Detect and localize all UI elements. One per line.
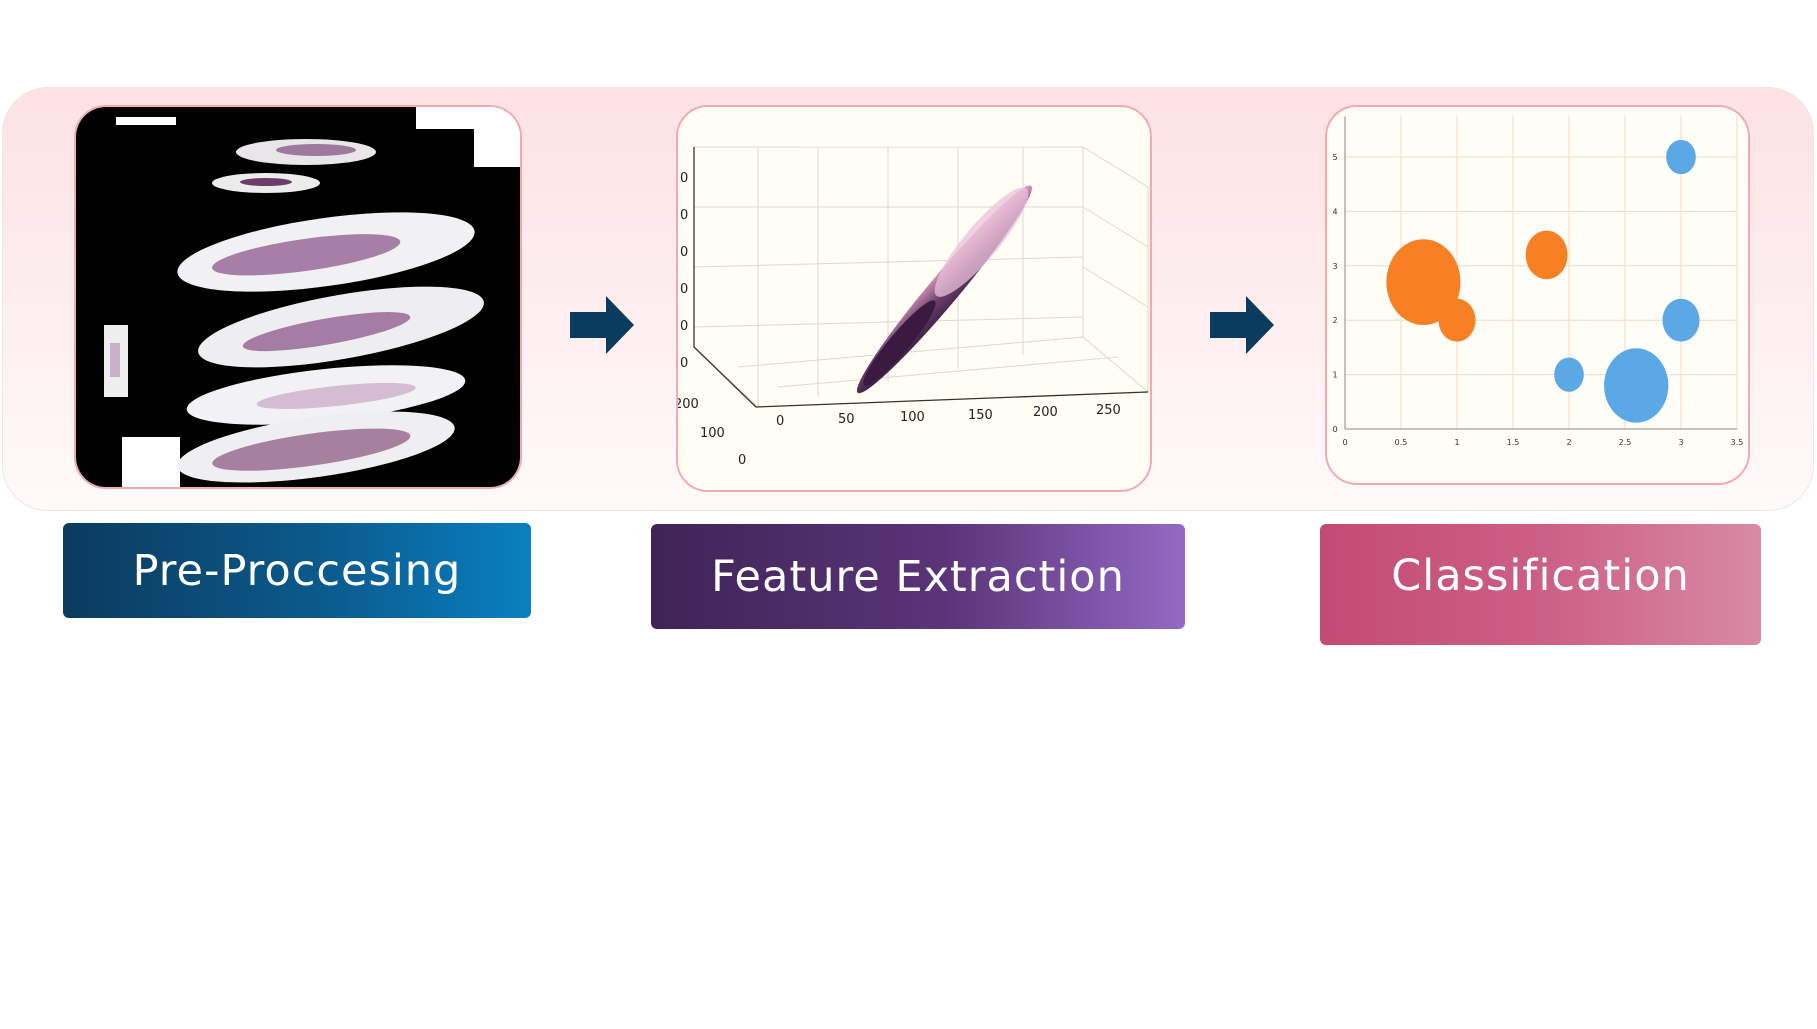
arrow-right-icon: [570, 296, 634, 354]
blue-bubble: [1604, 348, 1669, 423]
x-tick-label: 250: [1096, 403, 1121, 418]
z-tick-label: 0: [680, 282, 688, 297]
z-tick-label: 0: [680, 319, 688, 334]
x-tick-label: 1: [1454, 438, 1459, 447]
preprocessing-image-panel: [74, 105, 522, 489]
x-tick-label: 1.5: [1507, 438, 1520, 447]
y-tick-label: 200: [678, 397, 699, 412]
x-tick-label: 3: [1678, 438, 1683, 447]
z-tick-label: 0: [680, 245, 688, 260]
y-tick-label: 0: [738, 453, 746, 468]
y-tick-label: 2: [1332, 316, 1337, 325]
tissue-slices-image: [76, 107, 520, 487]
z-tick-label: 0: [680, 208, 688, 223]
stage-label-feature-extraction: Feature Extraction: [651, 524, 1185, 629]
orange-bubble: [1438, 298, 1476, 342]
x-tick-label: 3.5: [1731, 438, 1744, 447]
x-tick-label: 0.5: [1395, 438, 1408, 447]
y-tick-label: 0: [1332, 425, 1337, 434]
classification-bubble-chart: 0 0.5 1 1.5 2 2.5 3 3.5 0 1 2 3 4 5: [1332, 115, 1744, 447]
x-tick-label: 150: [968, 408, 993, 423]
stage-label-preprocessing: Pre-Proccesing: [63, 523, 531, 618]
x-tick-label: 0: [776, 414, 784, 429]
orange-bubble: [1386, 239, 1461, 326]
classification-chart-panel: 0 0.5 1 1.5 2 2.5 3 3.5 0 1 2 3 4 5: [1325, 105, 1750, 485]
z-tick-label: 0: [680, 171, 688, 186]
x-tick-label: 50: [838, 412, 855, 427]
feature-3d-plot: 0 50 100 150 200 250 0 100 200 0 0 0 0 0…: [678, 107, 1150, 490]
x-tick-label: 0: [1342, 438, 1347, 447]
blue-bubble: [1554, 357, 1584, 392]
y-tick-label: 4: [1332, 207, 1337, 216]
blue-bubble: [1666, 139, 1696, 175]
y-tick-label: 3: [1332, 262, 1337, 271]
x-tick-label: 200: [1033, 405, 1058, 420]
x-tick-label: 2: [1566, 438, 1571, 447]
x-tick-label: 100: [900, 410, 925, 425]
y-tick-label: 5: [1332, 153, 1337, 162]
feature-extraction-plot-panel: 0 50 100 150 200 250 0 100 200 0 0 0 0 0…: [676, 105, 1152, 492]
orange-bubble: [1525, 230, 1568, 280]
blue-bubble: [1662, 298, 1700, 342]
stage-label-classification: Classification: [1320, 524, 1761, 645]
y-tick-label: 100: [700, 426, 725, 441]
x-tick-label: 2.5: [1619, 438, 1632, 447]
y-tick-label: 1: [1332, 371, 1337, 380]
z-tick-label: 0: [680, 356, 688, 371]
arrow-right-icon: [1210, 296, 1274, 354]
